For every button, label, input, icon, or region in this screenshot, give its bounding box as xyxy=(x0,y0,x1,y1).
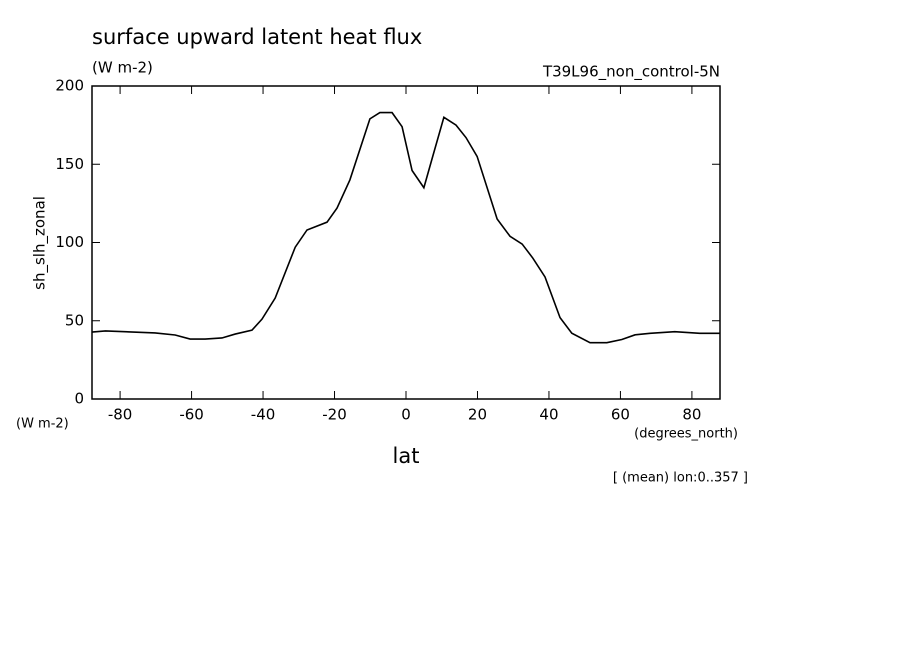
x-tick-label: 20 xyxy=(468,406,487,424)
y-tick-label: 0 xyxy=(74,390,84,408)
x-tick-label: -60 xyxy=(179,406,204,424)
annotation: T39L96_non_control-5N xyxy=(542,63,720,82)
chart-subtitle: (W m-2) xyxy=(92,59,153,77)
chart-title: surface upward latent heat flux xyxy=(92,25,422,49)
footnote: [ (mean) lon:0..357 ] xyxy=(613,471,748,486)
x-unit: (degrees_north) xyxy=(634,427,738,442)
x-tick-label: 60 xyxy=(611,406,630,424)
y-tick-label: 200 xyxy=(55,77,84,95)
x-tick-label: -20 xyxy=(322,406,347,424)
x-axis-label: lat xyxy=(393,444,420,468)
y-tick-label: 150 xyxy=(55,155,84,173)
x-tick-label: -80 xyxy=(108,406,133,424)
plot-frame xyxy=(91,85,721,400)
x-tick-label: -40 xyxy=(251,406,276,424)
x-tick-label: 80 xyxy=(682,406,701,424)
y-axis-label: sh_slh_zonal xyxy=(31,196,50,290)
x-tick-label: 0 xyxy=(401,406,411,424)
y-tick-label: 50 xyxy=(65,311,84,329)
y-tick-label: 100 xyxy=(55,233,84,251)
data-line xyxy=(91,111,721,344)
y-unit: (W m-2) xyxy=(16,417,69,432)
x-tick-label: 40 xyxy=(539,406,558,424)
